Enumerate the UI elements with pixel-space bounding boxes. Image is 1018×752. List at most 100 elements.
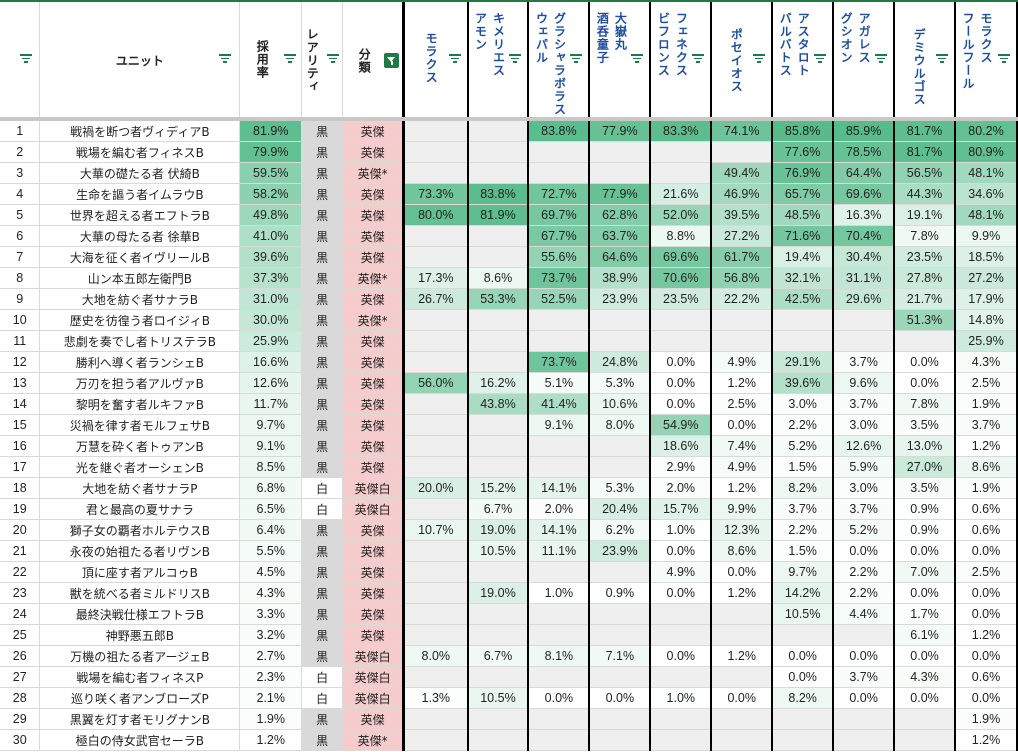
win-rate-cell[interactable]: 2.5% [955, 372, 1018, 394]
win-rate-cell[interactable]: 34.6% [955, 183, 1018, 205]
win-rate-cell[interactable]: 21.7% [894, 288, 956, 310]
row-number[interactable]: 14 [0, 393, 41, 415]
win-rate-cell[interactable]: 2.5% [955, 561, 1018, 583]
win-rate-cell-empty[interactable] [467, 119, 530, 142]
rarity-cell[interactable]: 黒 [301, 330, 344, 352]
rarity-cell[interactable]: 白 [301, 687, 344, 709]
win-rate-cell[interactable]: 23.9% [589, 288, 652, 310]
win-rate-cell[interactable]: 73.7% [528, 351, 591, 373]
win-rate-cell[interactable]: 18.6% [650, 435, 713, 457]
table-row[interactable]: 10 歴史を彷徨う者ロイジィB 30.0% 黒英傑* 51.3% 14.8% [0, 309, 1018, 331]
win-rate-cell-empty[interactable] [403, 393, 469, 415]
unit-cell[interactable]: 災禍を律す者モルフェサB [39, 414, 241, 436]
rarity-cell[interactable]: 黒 [301, 393, 344, 415]
win-rate-cell-empty[interactable] [403, 351, 469, 373]
win-rate-cell-empty[interactable] [528, 561, 591, 583]
rarity-cell[interactable]: 黒 [301, 183, 344, 205]
rarity-cell[interactable]: 黒 [301, 119, 344, 142]
win-rate-cell[interactable]: 74.1% [711, 119, 774, 142]
rate-cell[interactable]: 9.7% [239, 414, 303, 436]
win-rate-cell-empty[interactable] [589, 561, 652, 583]
win-rate-cell[interactable]: 81.9% [467, 204, 530, 226]
win-rate-cell-empty[interactable] [467, 141, 530, 163]
class-cell[interactable]: 英傑 [342, 414, 406, 436]
table-row[interactable]: 21 永夜の始祖たる者リヴンB 5.5% 黒英傑 10.5% 11.1% 23.9% 0.0%… [0, 540, 1018, 562]
win-rate-cell[interactable]: 67.7% [528, 225, 591, 247]
win-rate-cell-empty[interactable] [650, 141, 713, 163]
unit-cell[interactable]: 大海を征く者イヴリールB [39, 246, 241, 268]
win-rate-cell[interactable]: 2.5% [711, 393, 774, 415]
win-rate-cell[interactable]: 7.8% [894, 225, 956, 247]
win-rate-cell[interactable]: 3.7% [833, 351, 896, 373]
win-rate-cell[interactable]: 70.6% [650, 267, 713, 289]
unit-cell[interactable]: 極白の侍女武官セーラB [39, 729, 241, 751]
win-rate-cell-empty[interactable] [833, 309, 896, 331]
rate-cell[interactable]: 4.3% [239, 582, 303, 604]
rate-cell[interactable]: 11.7% [239, 393, 303, 415]
win-rate-cell[interactable]: 0.0% [955, 687, 1018, 709]
win-rate-cell[interactable]: 3.7% [833, 393, 896, 415]
win-rate-cell[interactable]: 1.0% [528, 582, 591, 604]
win-rate-cell[interactable]: 3.0% [833, 414, 896, 436]
class-cell[interactable]: 英傑 [342, 246, 406, 268]
unit-cell[interactable]: 大華の礎たる者 伏綺B [39, 162, 241, 184]
filter-icon[interactable] [936, 54, 948, 63]
rate-cell[interactable]: 39.6% [239, 246, 303, 268]
class-cell[interactable]: 英傑 [342, 519, 406, 541]
win-rate-cell[interactable]: 3.7% [955, 414, 1018, 436]
win-rate-cell[interactable]: 1.5% [772, 540, 835, 562]
rate-cell[interactable]: 30.0% [239, 309, 303, 331]
rarity-cell[interactable]: 白 [301, 498, 344, 520]
win-rate-cell[interactable]: 85.8% [772, 119, 835, 142]
win-rate-cell[interactable]: 39.5% [711, 204, 774, 226]
win-rate-cell-empty[interactable] [528, 729, 591, 751]
win-rate-cell[interactable]: 8.6% [467, 267, 530, 289]
win-rate-cell[interactable]: 0.0% [833, 540, 896, 562]
win-rate-cell[interactable]: 7.4% [711, 435, 774, 457]
win-rate-cell-empty[interactable] [650, 624, 713, 646]
class-cell[interactable]: 英傑白 [342, 645, 406, 667]
win-rate-cell[interactable]: 4.9% [711, 351, 774, 373]
win-rate-cell[interactable]: 32.1% [772, 267, 835, 289]
win-rate-cell[interactable]: 43.8% [467, 393, 530, 415]
win-rate-cell[interactable]: 78.5% [833, 141, 896, 163]
win-rate-cell[interactable]: 64.4% [833, 162, 896, 184]
table-row[interactable]: 13 万刃を担う者アルヴァB 12.6% 黒英傑 56.0% 16.2% 5.1% 5.3% 0… [0, 372, 1018, 394]
win-rate-cell[interactable]: 10.6% [589, 393, 652, 415]
win-rate-cell[interactable]: 81.7% [894, 119, 956, 142]
row-number[interactable]: 21 [0, 540, 41, 562]
win-rate-cell[interactable]: 2.2% [833, 582, 896, 604]
row-number[interactable]: 4 [0, 183, 41, 205]
win-rate-cell[interactable]: 0.0% [955, 582, 1018, 604]
win-rate-cell-empty[interactable] [467, 246, 530, 268]
win-rate-cell-empty[interactable] [467, 456, 530, 478]
filter-icon[interactable] [814, 54, 827, 63]
win-rate-cell[interactable]: 8.6% [955, 456, 1018, 478]
win-rate-cell-empty[interactable] [403, 729, 469, 751]
win-rate-cell-empty[interactable] [403, 666, 469, 688]
win-rate-cell[interactable]: 0.0% [894, 645, 956, 667]
win-rate-cell[interactable]: 8.6% [711, 540, 774, 562]
win-rate-cell-empty[interactable] [589, 330, 652, 352]
table-row[interactable]: 15 災禍を律す者モルフェサB 9.7% 黒英傑 9.1% 8.0% 54.9% 0.0% 2.… [0, 414, 1018, 436]
rate-cell[interactable]: 4.5% [239, 561, 303, 583]
win-rate-cell[interactable]: 1.2% [955, 729, 1018, 751]
table-row[interactable]: 22 頂に座す者アルコゥB 4.5% 黒英傑 4.9% 0.0% 9.7% 2.2% 7.0% 2… [0, 561, 1018, 583]
rate-cell[interactable]: 6.8% [239, 477, 303, 499]
win-rate-cell-empty[interactable] [528, 162, 591, 184]
unit-cell[interactable]: 世界を超える者エフトラB [39, 204, 241, 226]
row-number[interactable]: 22 [0, 561, 41, 583]
win-rate-cell[interactable]: 83.8% [528, 119, 591, 142]
win-rate-cell[interactable]: 77.6% [772, 141, 835, 163]
win-rate-cell[interactable]: 14.2% [772, 582, 835, 604]
win-rate-cell[interactable]: 0.0% [833, 687, 896, 709]
rate-cell[interactable]: 2.1% [239, 687, 303, 709]
filter-icon[interactable] [20, 54, 32, 63]
win-rate-cell[interactable]: 69.6% [650, 246, 713, 268]
win-rate-cell-empty[interactable] [528, 624, 591, 646]
win-rate-cell[interactable]: 2.2% [833, 561, 896, 583]
rarity-cell[interactable]: 黒 [301, 288, 344, 310]
win-rate-cell[interactable]: 7.1% [589, 645, 652, 667]
filter-icon[interactable] [509, 54, 522, 63]
rate-cell[interactable]: 25.9% [239, 330, 303, 352]
